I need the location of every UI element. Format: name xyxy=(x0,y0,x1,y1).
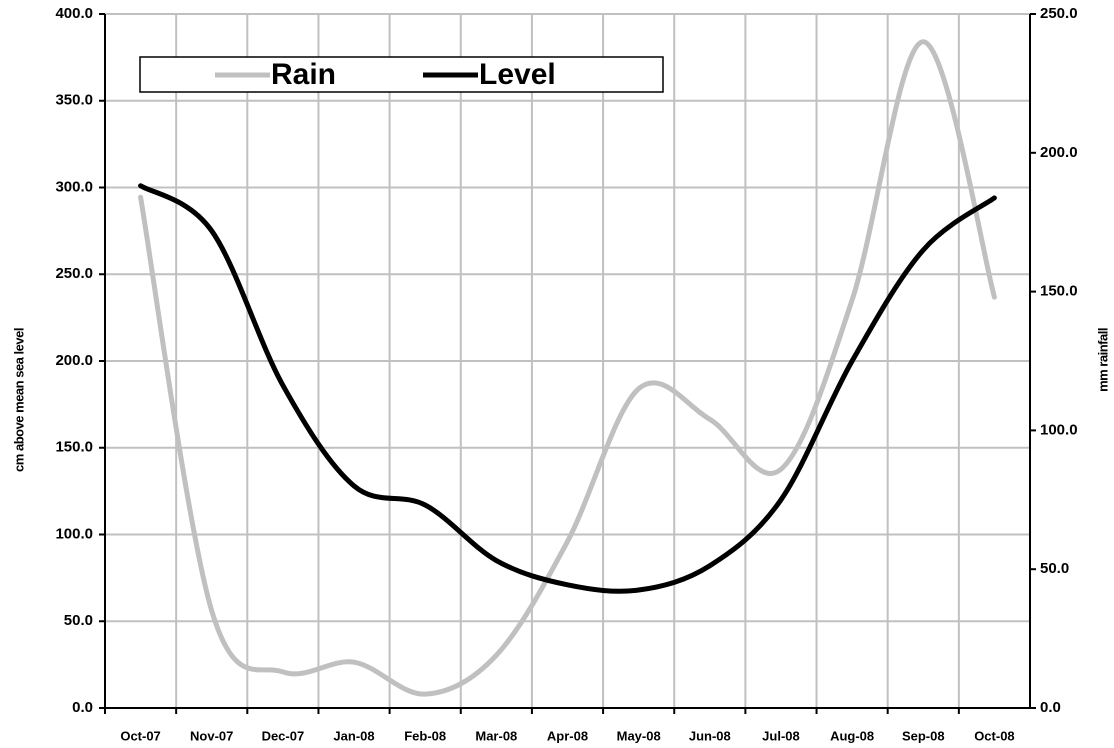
x-tick-label: May-08 xyxy=(617,728,661,743)
x-tick-label: Dec-07 xyxy=(262,728,305,743)
legend-label: Rain xyxy=(271,58,336,91)
y-tick-label: 350.0 xyxy=(55,92,93,109)
x-tick-label: Mar-08 xyxy=(475,728,517,743)
y-tick-label: 300.0 xyxy=(55,178,93,195)
x-tick-label: Feb-08 xyxy=(404,728,446,743)
y-tick-label: 200.0 xyxy=(55,352,93,369)
x-tick-label: Apr-08 xyxy=(547,728,588,743)
x-tick-label: Nov-07 xyxy=(190,728,233,743)
y-axis-title: cm above mean sea level xyxy=(11,328,26,472)
y-tick-label: 150.0 xyxy=(55,439,93,456)
x-tick-label: Jan-08 xyxy=(333,728,374,743)
y2-tick-label: 0.0 xyxy=(1040,699,1061,716)
y-tick-label: 400.0 xyxy=(55,5,93,22)
y-tick-label: 50.0 xyxy=(64,612,93,629)
y2-tick-label: 50.0 xyxy=(1040,560,1069,577)
y2-axis-title: mm rainfall xyxy=(1095,328,1110,392)
y-tick-label: 0.0 xyxy=(72,699,93,716)
x-tick-label: Aug-08 xyxy=(830,728,874,743)
y2-tick-label: 250.0 xyxy=(1040,5,1078,22)
x-tick-label: Oct-07 xyxy=(120,728,160,743)
series-line xyxy=(138,183,997,594)
y2-tick-label: 150.0 xyxy=(1040,283,1078,300)
y2-tick-label: 100.0 xyxy=(1040,421,1078,438)
x-tick-label: Jun-08 xyxy=(689,728,731,743)
x-tick-label: Jul-08 xyxy=(762,728,800,743)
y-tick-label: 250.0 xyxy=(55,265,93,282)
legend-label: Level xyxy=(479,58,556,91)
x-tick-label: Sep-08 xyxy=(902,728,945,743)
x-tick-label: Oct-08 xyxy=(974,728,1014,743)
y-tick-label: 100.0 xyxy=(55,525,93,542)
series-line xyxy=(138,39,997,697)
y2-tick-label: 200.0 xyxy=(1040,144,1078,161)
